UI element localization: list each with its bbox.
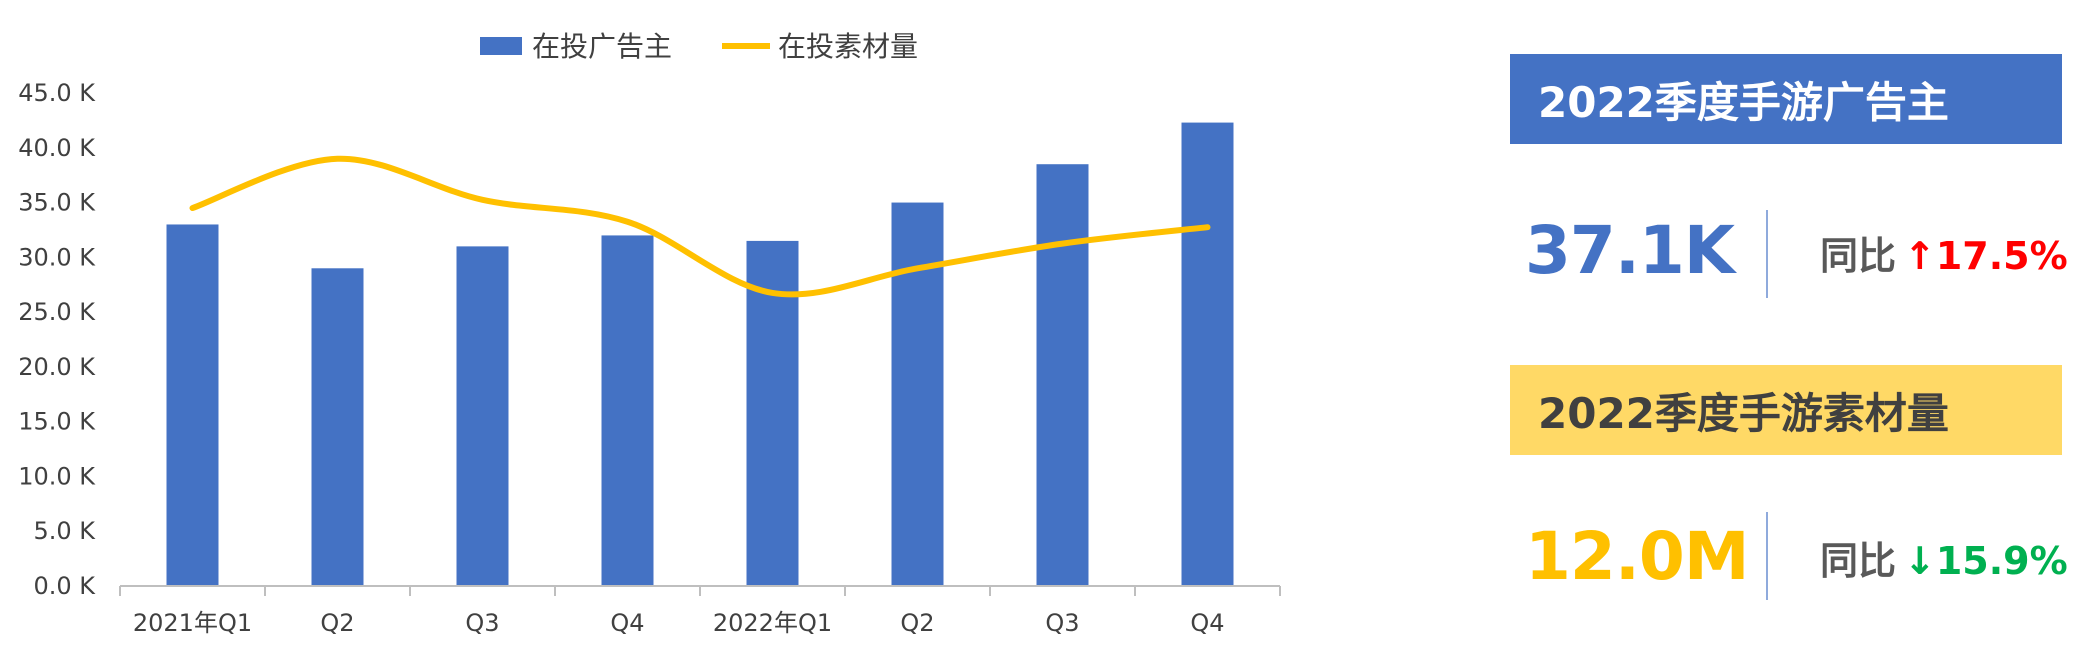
advertisers-divider xyxy=(1766,210,1768,298)
creatives-yoy-change: 15.9% xyxy=(1935,539,2068,583)
creatives-title: 2022季度手游素材量 xyxy=(1538,388,1949,438)
advertisers-yoy-change: 17.5% xyxy=(1935,234,2068,278)
advertisers-yoy-label: 同比 xyxy=(1820,234,1897,278)
x-tick-label: 2022年Q1 xyxy=(713,609,832,637)
left-y-tick-label: 35.0 K xyxy=(18,189,96,217)
bar xyxy=(601,235,654,586)
advertisers-value: 37.1K xyxy=(1525,212,1735,289)
x-tick-label: 2021年Q1 xyxy=(133,609,252,637)
creatives-divider xyxy=(1766,512,1768,600)
bar xyxy=(891,202,944,587)
advertisers-banner: 2022季度手游广告主 xyxy=(1510,54,2062,144)
x-tick-label: Q3 xyxy=(1045,609,1079,637)
chart-legend: 在投广告主 在投素材量 xyxy=(480,30,918,63)
bar xyxy=(1181,122,1234,586)
creatives-banner: 2022季度手游素材量 xyxy=(1510,365,2062,455)
legend-bar-swatch xyxy=(480,37,522,55)
creatives-yoy-label: 同比 xyxy=(1820,539,1897,583)
legend-bar-label: 在投广告主 xyxy=(532,30,672,63)
bar xyxy=(311,268,364,586)
left-y-tick-label: 20.0 K xyxy=(18,353,96,381)
x-tick-label: Q2 xyxy=(320,609,354,637)
left-y-tick-label: 5.0 K xyxy=(33,517,96,545)
combo-chart: 在投广告主 在投素材量 0.0 K 5.0 K 10.0 K 15.0 K 20.0 K 2… xyxy=(18,30,1281,637)
legend-line-label: 在投素材量 xyxy=(778,30,918,63)
advertisers-title: 2022季度手游广告主 xyxy=(1538,77,1949,127)
bar-series xyxy=(166,122,1234,587)
bar xyxy=(1036,164,1089,586)
x-tick-label: Q4 xyxy=(1190,609,1224,637)
x-axis: 2021年Q1 Q2 Q3 Q4 2022年Q1 Q2 Q3 Q4 xyxy=(119,585,1281,637)
left-y-tick-label: 45.0 K xyxy=(18,79,96,107)
arrow-down-icon: ↓ xyxy=(1904,539,1936,583)
left-y-tick-label: 40.0 K xyxy=(18,134,96,162)
creatives-yoy: 同比 ↓ 15.9% xyxy=(1820,530,2068,585)
left-y-tick-label: 25.0 K xyxy=(18,298,96,326)
left-y-tick-label: 0.0 K xyxy=(33,572,96,600)
left-y-tick-label: 30.0 K xyxy=(18,243,96,271)
x-tick-label: Q4 xyxy=(610,609,644,637)
creatives-value: 12.0M xyxy=(1525,518,1750,595)
arrow-up-icon: ↑ xyxy=(1904,234,1936,278)
bar xyxy=(166,224,219,586)
series-line xyxy=(189,155,1211,298)
x-tick-label: Q2 xyxy=(900,609,934,637)
line-series xyxy=(189,155,1211,298)
left-y-tick-label: 10.0 K xyxy=(18,462,96,490)
bar xyxy=(456,246,509,586)
left-y-axis: 0.0 K 5.0 K 10.0 K 15.0 K 20.0 K 25.0 K 30.0 K… xyxy=(18,79,96,600)
advertisers-yoy: 同比 ↑ 17.5% xyxy=(1820,225,2068,280)
x-tick-label: Q3 xyxy=(465,609,499,637)
bar xyxy=(746,240,799,586)
left-y-tick-label: 15.0 K xyxy=(18,408,96,436)
